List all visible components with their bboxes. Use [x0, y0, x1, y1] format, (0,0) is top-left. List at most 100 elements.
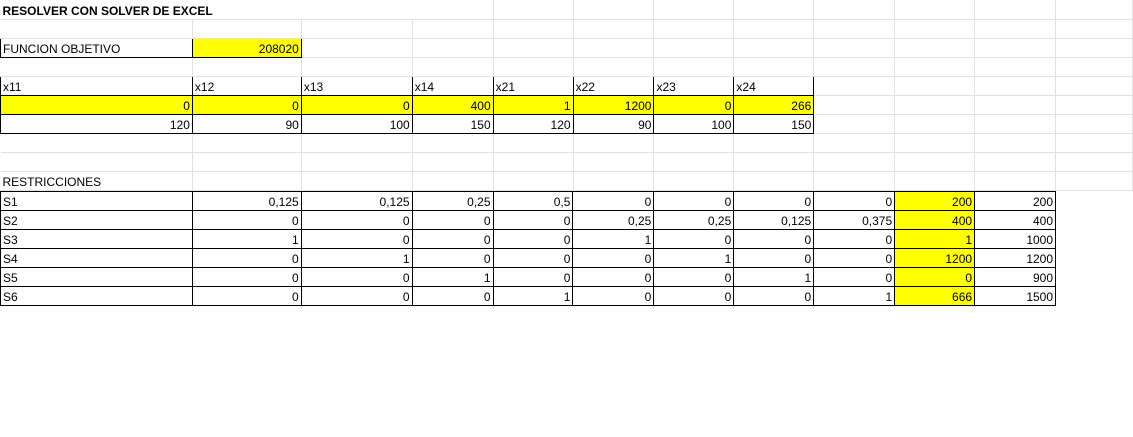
- rhs-cell[interactable]: 400: [974, 209, 1057, 230]
- coef-cell[interactable]: 1: [813, 285, 896, 306]
- cost-value[interactable]: 150: [411, 113, 494, 134]
- coef-cell[interactable]: 0: [733, 190, 815, 211]
- cell[interactable]: [733, 133, 815, 153]
- coef-cell[interactable]: 1: [411, 266, 494, 287]
- cell[interactable]: [653, 171, 735, 191]
- coef-cell[interactable]: 0: [191, 247, 302, 268]
- cell[interactable]: [1055, 19, 1133, 39]
- cell[interactable]: [894, 114, 976, 134]
- cell[interactable]: [0, 133, 193, 153]
- cell[interactable]: [813, 38, 896, 58]
- coef-cell[interactable]: 0: [191, 209, 302, 230]
- cell[interactable]: [974, 133, 1056, 153]
- cell[interactable]: [653, 152, 735, 172]
- coef-cell[interactable]: 0,125: [300, 190, 413, 211]
- coef-cell[interactable]: 0: [300, 228, 413, 249]
- cost-value[interactable]: 100: [300, 113, 413, 134]
- cell[interactable]: [1055, 57, 1133, 77]
- cell[interactable]: [573, 38, 655, 58]
- restriction-name[interactable]: S6: [0, 285, 193, 306]
- cell[interactable]: [412, 171, 494, 191]
- coef-cell[interactable]: 0: [653, 190, 735, 211]
- cell[interactable]: [412, 38, 494, 58]
- cell[interactable]: [192, 133, 302, 153]
- cell[interactable]: [894, 19, 976, 39]
- cell[interactable]: [733, 57, 815, 77]
- coef-cell[interactable]: 0: [411, 209, 494, 230]
- cell[interactable]: [813, 114, 896, 134]
- cell[interactable]: [0, 306, 192, 325]
- coef-cell[interactable]: 0,25: [653, 209, 735, 230]
- cell[interactable]: [894, 38, 976, 58]
- cell[interactable]: [733, 38, 815, 58]
- restriction-name[interactable]: S1: [0, 190, 193, 211]
- coef-cell[interactable]: 0: [733, 285, 815, 306]
- cell[interactable]: [1055, 171, 1133, 191]
- cell[interactable]: [894, 0, 976, 20]
- cell[interactable]: [653, 19, 735, 39]
- rhs-cell[interactable]: 900: [974, 266, 1057, 287]
- var-value[interactable]: 1: [492, 94, 574, 115]
- coef-cell[interactable]: 0: [733, 228, 815, 249]
- cell[interactable]: [653, 57, 735, 77]
- var-header[interactable]: x22: [572, 75, 655, 96]
- coef-cell[interactable]: 1: [653, 247, 735, 268]
- lhs-cell[interactable]: 0: [894, 266, 976, 287]
- var-value[interactable]: 266: [733, 94, 815, 115]
- cell[interactable]: [192, 19, 302, 39]
- lhs-cell[interactable]: 666: [894, 285, 976, 306]
- coef-cell[interactable]: 0,125: [733, 209, 815, 230]
- coef-cell[interactable]: 0: [572, 285, 655, 306]
- coef-cell[interactable]: 0: [733, 247, 815, 268]
- restriction-name[interactable]: S3: [0, 228, 193, 249]
- cell[interactable]: [573, 133, 655, 153]
- coef-cell[interactable]: 0: [300, 209, 413, 230]
- cell[interactable]: [301, 152, 413, 172]
- cell[interactable]: [1055, 38, 1133, 58]
- coef-cell[interactable]: 0: [492, 266, 574, 287]
- cell[interactable]: [412, 19, 494, 39]
- var-header[interactable]: x13: [300, 75, 413, 96]
- cell[interactable]: [493, 152, 574, 172]
- cell[interactable]: [974, 114, 1056, 134]
- cell[interactable]: [573, 57, 655, 77]
- coef-cell[interactable]: 0: [572, 247, 655, 268]
- cost-value[interactable]: 120: [0, 113, 193, 134]
- lhs-cell[interactable]: 200: [894, 190, 976, 211]
- coef-cell[interactable]: 1: [300, 247, 413, 268]
- cell[interactable]: [192, 171, 302, 191]
- rhs-cell[interactable]: 1200: [974, 247, 1057, 268]
- var-value[interactable]: 0: [0, 94, 193, 115]
- var-value[interactable]: 400: [411, 94, 494, 115]
- coef-cell[interactable]: 1: [733, 266, 815, 287]
- cell[interactable]: [733, 19, 815, 39]
- coef-cell[interactable]: 0: [653, 285, 735, 306]
- cell[interactable]: [573, 0, 655, 20]
- coef-cell[interactable]: 0: [653, 266, 735, 287]
- cell[interactable]: [974, 19, 1056, 39]
- cell[interactable]: [493, 38, 574, 58]
- cell[interactable]: [493, 171, 574, 191]
- coef-cell[interactable]: 0: [572, 266, 655, 287]
- cell[interactable]: [974, 57, 1056, 77]
- objective-value[interactable]: 208020: [191, 37, 302, 58]
- cell[interactable]: [412, 57, 494, 77]
- rhs-cell[interactable]: 1000: [974, 228, 1057, 249]
- var-header[interactable]: x14: [411, 75, 494, 96]
- cell[interactable]: [894, 133, 976, 153]
- rhs-cell[interactable]: 200: [974, 190, 1057, 211]
- cell[interactable]: [974, 152, 1056, 172]
- cell[interactable]: [412, 152, 494, 172]
- cell[interactable]: [1055, 152, 1133, 172]
- cell[interactable]: [301, 171, 413, 191]
- coef-cell[interactable]: 0: [813, 228, 896, 249]
- coef-cell[interactable]: 1: [191, 228, 302, 249]
- restrictions-label[interactable]: RESTRICCIONES: [0, 171, 193, 191]
- cell[interactable]: [493, 57, 574, 77]
- cell[interactable]: [653, 133, 735, 153]
- restriction-name[interactable]: S4: [0, 247, 193, 268]
- lhs-cell[interactable]: 1200: [894, 247, 976, 268]
- coef-cell[interactable]: 0,25: [572, 209, 655, 230]
- cost-value[interactable]: 90: [572, 113, 655, 134]
- coef-cell[interactable]: 0: [191, 266, 302, 287]
